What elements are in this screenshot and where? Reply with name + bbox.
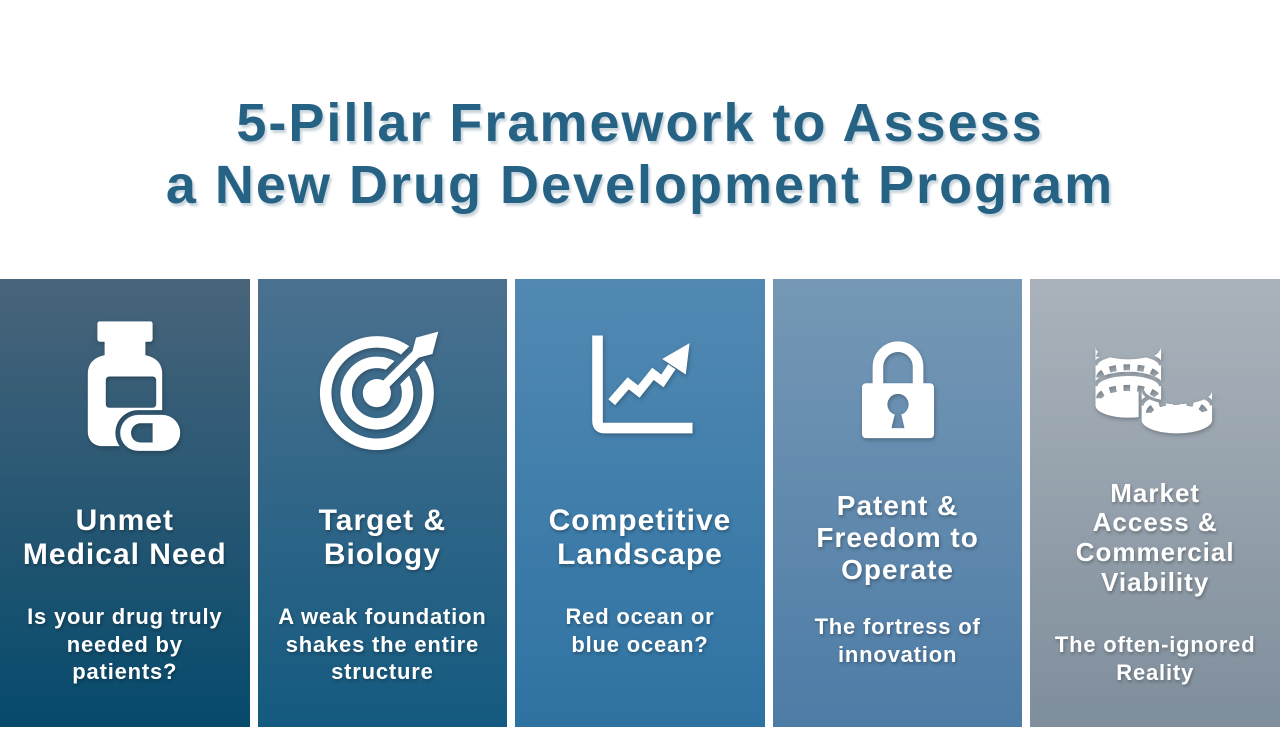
padlock-icon — [861, 341, 934, 439]
pillar-unmet-medical-need: Unmet Medical Need Is your drug truly ne… — [0, 279, 250, 728]
slide: 5-Pillar Framework to Assess a New Drug … — [0, 36, 1280, 756]
pillar-heading: Patent & Freedom to Operate — [816, 490, 979, 586]
pillar-competitive-landscape: Competitive Landscape Red ocean or blue … — [515, 279, 765, 728]
pillar-icon-area — [839, 313, 957, 463]
pillar-subtitle: The fortress of innovation — [814, 614, 981, 667]
slide-title: 5-Pillar Framework to Assess a New Drug … — [0, 36, 1280, 243]
pillar-icon-area — [65, 313, 185, 463]
pill-bottle-icon — [87, 321, 180, 451]
pillar-subtitle: A weak foundation shakes the entire stru… — [278, 604, 487, 685]
pillar-target-biology: Target & Biology A weak foundation shake… — [257, 279, 508, 728]
pillar-heading: Target & Biology — [318, 503, 447, 572]
pillar-icon-area — [581, 313, 699, 463]
pillar-subtitle: Red ocean or blue ocean? — [565, 604, 715, 657]
pillar-heading: Competitive Landscape — [548, 503, 732, 572]
title-line-2: a New Drug Development Program — [165, 155, 1115, 216]
pillar-patent-fto: Patent & Freedom to Operate The fortress… — [772, 279, 1023, 728]
pillar-subtitle: Is your drug truly needed by patients? — [27, 604, 223, 685]
pillar-subtitle: The often-ignored Reality — [1054, 632, 1256, 685]
pillar-icon-area — [1087, 313, 1223, 463]
pillar-market-access: Market Access & Commercial Viability The… — [1030, 279, 1280, 728]
title-line-1: 5-Pillar Framework to Assess — [236, 93, 1044, 154]
target-arrow-icon — [320, 332, 439, 451]
coins-icon — [1095, 347, 1213, 434]
pillar-heading: Market Access & Commercial Viability — [1075, 477, 1235, 598]
pillar-icon-area — [318, 313, 446, 463]
pillar-heading: Unmet Medical Need — [22, 503, 227, 572]
growth-chart-icon — [592, 335, 693, 434]
pillars-row: Unmet Medical Need Is your drug truly ne… — [0, 279, 1280, 728]
